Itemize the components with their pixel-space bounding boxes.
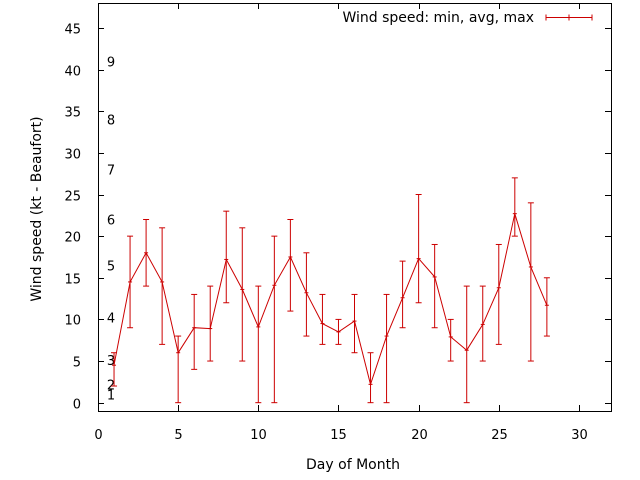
x-tick-label: 15 <box>330 428 347 443</box>
plot-border <box>98 3 612 412</box>
x-tick-label: 0 <box>94 428 102 443</box>
beaufort-label: 6 <box>107 213 115 228</box>
series-wind-speed <box>111 177 550 404</box>
y-tick-label: 0 <box>73 398 81 413</box>
error-bar <box>415 194 422 304</box>
error-bar <box>527 202 534 362</box>
x-tick-label: 30 <box>571 428 588 443</box>
error-bar <box>127 235 134 329</box>
error-bar <box>319 293 326 345</box>
error-bar <box>479 285 486 362</box>
error-bar <box>367 352 374 404</box>
x-tick-label: 20 <box>411 428 428 443</box>
beaufort-label: 3 <box>107 354 115 369</box>
error-bar <box>335 318 342 345</box>
beaufort-label: 8 <box>107 114 115 129</box>
error-bar <box>463 285 470 404</box>
y-tick-label: 35 <box>64 106 81 121</box>
y-tick-label: 45 <box>64 23 81 38</box>
error-bar <box>495 243 502 345</box>
y-tick-label: 20 <box>64 231 81 246</box>
error-bar <box>191 293 198 370</box>
beaufort-label: 9 <box>107 55 115 70</box>
error-bar <box>223 210 230 304</box>
error-bar <box>351 293 358 354</box>
error-bar <box>175 335 182 404</box>
beaufort-scale-labels: 12 3 4 5 6 7 8 9 <box>107 55 115 403</box>
error-bar <box>383 293 390 404</box>
error-bar <box>207 285 214 362</box>
legend-label: Wind speed: min, avg, max <box>342 10 534 26</box>
x-tick-label: 10 <box>250 428 267 443</box>
error-bar <box>431 243 438 329</box>
x-tick-label: 5 <box>174 428 182 443</box>
plot-frame <box>98 3 612 412</box>
error-bar <box>511 177 518 237</box>
beaufort-label: 5 <box>107 259 115 274</box>
x-axis-title: Day of Month <box>306 457 400 473</box>
error-bar <box>287 218 294 312</box>
beaufort-label: 1 <box>107 388 115 403</box>
legend: Wind speed: min, avg, max <box>342 10 593 26</box>
error-bar <box>111 352 118 387</box>
error-bar <box>159 227 166 345</box>
beaufort-label: 4 <box>107 312 115 327</box>
error-bar <box>271 235 278 404</box>
x-tick-label: 25 <box>491 428 508 443</box>
error-bar <box>543 277 550 337</box>
series-line <box>113 213 548 387</box>
x-axis: 0 5 10 15 20 25 30 <box>94 3 588 443</box>
error-bar <box>143 218 150 287</box>
beaufort-label: 2 <box>107 378 115 393</box>
error-bar <box>399 260 406 329</box>
error-bar <box>239 227 246 362</box>
y-tick-label: 15 <box>64 273 81 288</box>
y-tick-label: 25 <box>64 190 81 205</box>
y-tick-label: 40 <box>64 65 81 80</box>
error-bar <box>303 252 310 337</box>
legend-sample <box>545 14 593 21</box>
y-axis-title: Wind speed (kt - Beaufort) <box>29 116 45 301</box>
beaufort-label: 7 <box>107 164 115 179</box>
y-tick-label: 10 <box>64 314 81 329</box>
y-tick-label: 30 <box>64 148 81 163</box>
error-bar <box>255 285 262 404</box>
y-tick-label: 5 <box>73 356 81 371</box>
error-bar <box>447 318 454 362</box>
